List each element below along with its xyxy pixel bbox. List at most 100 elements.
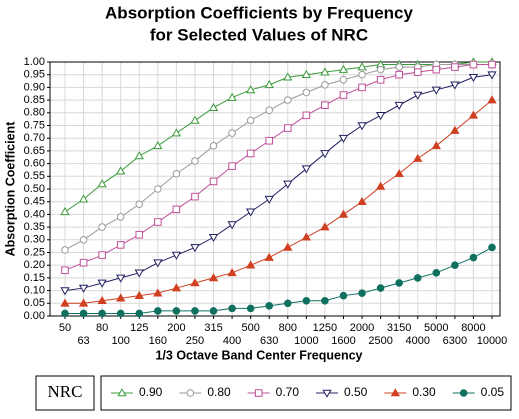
marker [431,141,441,150]
legend-label: 0.90 [139,385,163,399]
marker [191,157,199,165]
marker [301,69,312,78]
x-tick-label: 5000 [424,322,448,334]
marker [301,165,312,174]
x-tick-label: 1250 [313,322,337,334]
marker [357,122,367,131]
marker [302,296,311,305]
marker [265,136,274,145]
marker [390,388,400,397]
marker [171,283,182,292]
marker [60,287,70,296]
y-tick-label: 0.00 [24,310,45,322]
marker [246,116,255,125]
marker [116,293,126,302]
x-tick-label: 8000 [461,322,485,334]
marker [450,125,460,134]
marker [191,192,199,201]
x-tick-label: 1000 [294,335,318,347]
x-tick-label: 3150 [387,322,411,334]
marker [79,236,88,244]
marker [283,299,292,308]
marker [134,290,144,299]
marker [376,75,385,84]
marker [488,243,496,252]
marker [78,284,89,293]
marker [264,80,274,89]
marker [450,81,460,90]
x-tick-label: 630 [260,335,278,347]
marker [154,185,162,193]
y-tick-label: 0.95 [24,69,45,81]
marker [172,169,181,178]
marker [98,251,106,259]
marker [376,284,385,292]
marker [61,309,69,318]
marker [339,291,348,300]
y-tick-label: 0.40 [24,208,45,220]
marker [246,149,255,158]
marker [459,389,468,397]
marker [245,208,256,217]
marker [358,83,366,92]
x-tick-label: 800 [279,322,297,334]
y-tick-label: 0.35 [24,221,45,233]
y-tick-label: 0.25 [24,246,45,258]
y-tick-label: 0.85 [24,94,45,106]
marker [375,112,386,121]
legend-label: 0.05 [481,385,505,399]
marker [376,65,385,74]
y-tick-label: 0.60 [24,158,45,170]
marker [338,134,349,144]
marker [116,166,126,175]
marker [190,244,200,253]
marker [338,209,349,218]
marker [413,274,422,282]
marker [283,180,293,189]
marker [97,295,107,305]
x-tick-label: 400 [223,335,241,347]
marker [98,223,106,231]
marker [79,309,88,318]
marker [394,101,404,110]
marker [375,181,386,190]
marker [357,196,367,205]
y-tick-label: 0.45 [24,196,45,208]
marker [78,298,89,307]
marker [357,62,367,71]
marker [117,388,127,397]
marker [153,141,163,150]
y-tick-label: 0.15 [24,272,45,284]
marker [208,273,219,282]
marker [172,307,181,315]
marker [79,258,88,267]
marker [413,68,422,76]
x-tick-label: 80 [96,322,108,334]
marker [227,268,237,277]
x-axis-title: 1/3 Octave Band Center Frequency [155,348,362,362]
marker [358,70,366,79]
marker [395,63,403,71]
marker [228,129,236,137]
marker [209,177,218,186]
marker [320,222,330,231]
x-tick-label: 1600 [331,335,355,347]
marker [394,168,404,178]
marker [97,279,107,288]
x-tick-label: 250 [186,335,204,347]
x-tick-label: 2500 [368,335,392,347]
y-tick-label: 0.80 [24,107,45,119]
marker [321,81,329,89]
marker [135,230,144,239]
marker [283,72,293,81]
y-tick-label: 0.05 [24,297,45,309]
chart-title: Absorption Coefficients by Frequency [105,3,413,22]
y-axis-title: Absorption Coefficient [3,121,17,257]
marker [208,102,219,112]
marker [339,91,348,99]
marker [301,232,312,241]
marker [468,110,479,119]
marker [60,207,70,216]
marker [61,246,69,254]
